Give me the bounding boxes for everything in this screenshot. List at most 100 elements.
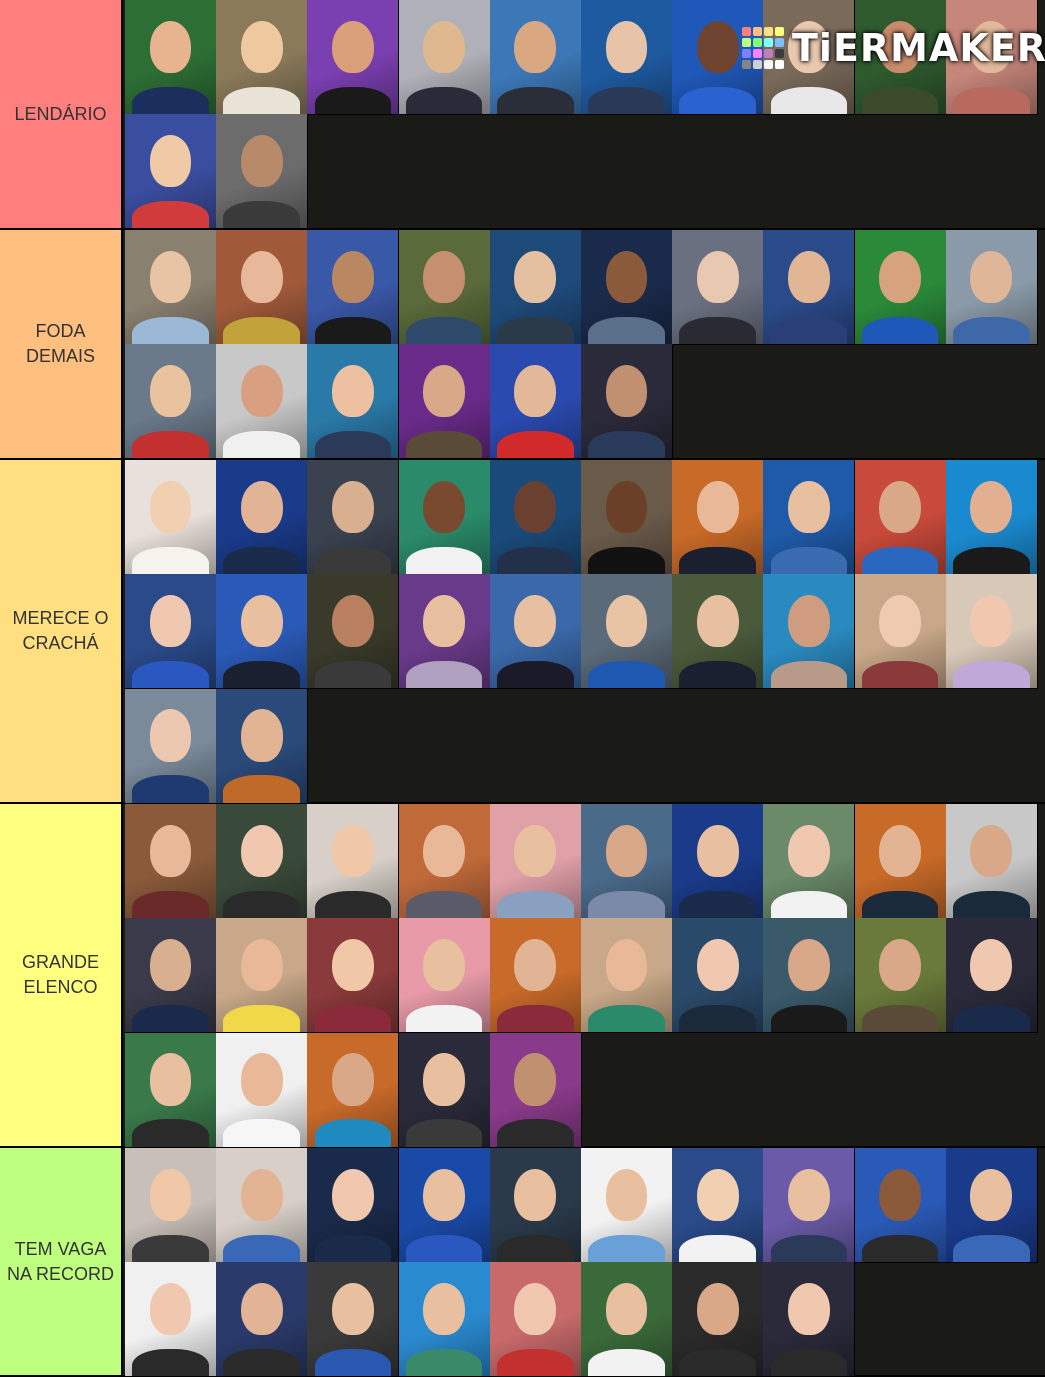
tier-item-photo[interactable] [216,230,309,345]
tier-item-photo[interactable] [763,574,856,690]
tier-item-photo[interactable] [581,1262,673,1377]
tier-label[interactable]: MERECE O CRACHÁ [0,460,123,802]
tier-item-photo[interactable] [763,1262,856,1377]
tier-item-photo[interactable] [398,230,491,345]
tier-item-photo[interactable] [216,344,309,460]
tier-label[interactable]: TEM VAGA NA RECORD [0,1148,123,1375]
tier-item-photo[interactable] [763,1148,856,1263]
tier-item-photo[interactable] [854,460,947,575]
person-torso [953,890,1030,918]
tier-item-photo[interactable] [398,1032,491,1148]
tier-item-photo[interactable] [125,918,217,1034]
tier-item-photo[interactable] [489,1262,582,1377]
tier-item-photo[interactable] [581,230,673,345]
tier-item-photo[interactable] [398,804,491,919]
tier-item-photo[interactable] [581,918,673,1034]
tier-item-photo[interactable] [581,1148,673,1263]
tier-item-photo[interactable] [125,574,217,690]
tier-item-photo[interactable] [307,344,400,460]
tier-item-photo[interactable] [581,574,673,690]
tier-item-photo[interactable] [216,918,309,1034]
tier-item-photo[interactable] [672,1148,765,1263]
tier-item-photo[interactable] [489,574,582,690]
tier-item-photo[interactable] [216,114,309,230]
tier-item-photo[interactable] [125,230,217,345]
tier-item-photo[interactable] [945,918,1038,1034]
tier-item-photo[interactable] [489,0,582,115]
tier-item-photo[interactable] [125,344,217,460]
tier-item-photo[interactable] [307,1262,400,1377]
tier-item-photo[interactable] [489,1032,582,1148]
tier-item-photo[interactable] [125,688,217,804]
tier-item-photo[interactable] [125,114,217,230]
tier-item-photo[interactable] [398,344,491,460]
tier-item-photo[interactable] [307,804,400,919]
tier-item-photo[interactable] [854,0,947,115]
tier-item-photo[interactable] [672,230,765,345]
tier-item-photo[interactable] [216,460,309,575]
tier-item-photo[interactable] [672,918,765,1034]
tier-item-photo[interactable] [763,804,856,919]
tier-item-photo[interactable] [398,918,491,1034]
tier-item-photo[interactable] [125,1032,217,1148]
tier-item-photo[interactable] [307,918,400,1034]
tier-item-photo[interactable] [854,1148,947,1263]
tier-item-photo[interactable] [854,804,947,919]
tier-item-photo[interactable] [398,1262,491,1377]
tier-item-photo[interactable] [125,0,217,115]
tier-item-photo[interactable] [672,1262,765,1377]
tier-item-photo[interactable] [489,344,582,460]
tier-item-photo[interactable] [854,918,947,1034]
tier-item-photo[interactable] [854,574,947,690]
tier-item-photo[interactable] [216,0,309,115]
tier-item-photo[interactable] [398,0,491,115]
person-face [605,480,648,533]
tier-item-photo[interactable] [945,230,1038,345]
tier-item-photo[interactable] [307,1032,400,1148]
tier-item-photo[interactable] [307,574,400,690]
tier-item-photo[interactable] [216,1032,309,1148]
tier-label[interactable]: LENDÁRIO [0,0,123,228]
tier-item-photo[interactable] [945,1148,1038,1263]
tier-item-photo[interactable] [307,0,400,115]
tier-item-photo[interactable] [581,804,673,919]
tier-item-photo[interactable] [945,0,1038,115]
person-face [514,1168,557,1221]
tier-item-photo[interactable] [581,344,673,460]
tier-item-photo[interactable] [125,460,217,575]
tier-item-photo[interactable] [216,688,309,804]
tier-item-photo[interactable] [216,804,309,919]
tier-item-photo[interactable] [854,230,947,345]
tier-item-photo[interactable] [945,804,1038,919]
tier-item-photo[interactable] [489,918,582,1034]
tier-item-photo[interactable] [672,574,765,690]
tier-item-photo[interactable] [216,1262,309,1377]
tier-item-photo[interactable] [307,230,400,345]
tier-item-photo[interactable] [672,460,765,575]
tier-item-photo[interactable] [398,574,491,690]
tier-item-photo[interactable] [581,460,673,575]
tier-item-photo[interactable] [945,574,1038,690]
tier-item-photo[interactable] [216,574,309,690]
tier-item-photo[interactable] [763,460,856,575]
tier-item-photo[interactable] [125,804,217,919]
tier-item-photo[interactable] [307,460,400,575]
tier-item-photo[interactable] [489,230,582,345]
tier-item-photo[interactable] [398,460,491,575]
tier-item-photo[interactable] [763,918,856,1034]
tier-item-photo[interactable] [307,1148,400,1263]
tier-item-photo[interactable] [581,0,673,115]
tier-item-photo[interactable] [945,460,1038,575]
tier-item-photo[interactable] [125,1262,217,1377]
tier-item-photo[interactable] [489,460,582,575]
tier-label[interactable]: FODA DEMAIS [0,230,123,458]
person-face [423,20,466,73]
tier-item-photo[interactable] [216,1148,309,1263]
tier-label[interactable]: GRANDE ELENCO [0,804,123,1146]
tier-item-photo[interactable] [125,1148,217,1263]
tier-item-photo[interactable] [489,804,582,919]
tier-item-photo[interactable] [763,230,856,345]
tier-item-photo[interactable] [489,1148,582,1263]
tier-item-photo[interactable] [672,804,765,919]
tier-item-photo[interactable] [398,1148,491,1263]
